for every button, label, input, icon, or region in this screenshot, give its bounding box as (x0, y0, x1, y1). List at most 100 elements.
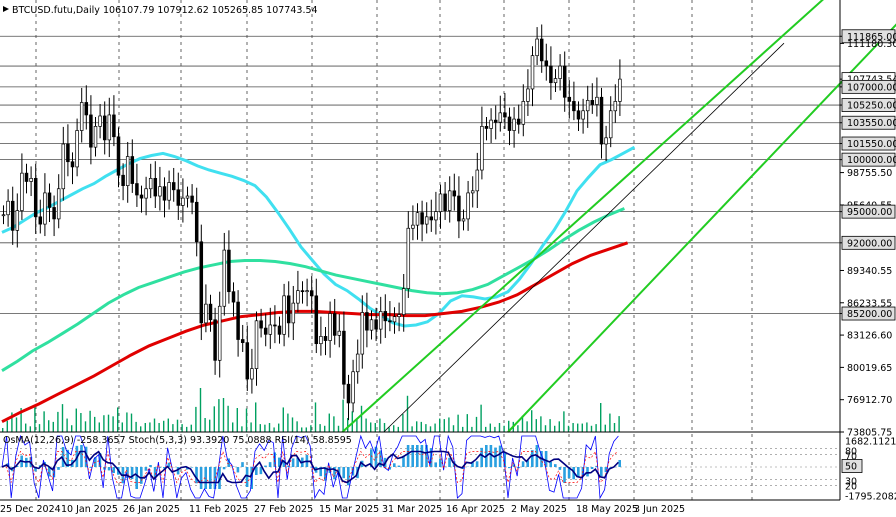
volume-bar (420, 421, 422, 432)
candle-body (227, 249, 231, 293)
candle-body (438, 193, 443, 212)
volume-bar (282, 407, 284, 432)
volume-bar (549, 419, 551, 432)
volume-bar (531, 410, 533, 432)
candle-body (401, 288, 406, 315)
candle-body (213, 319, 217, 361)
channel-lines[interactable] (341, 0, 896, 433)
volume-bar (43, 411, 45, 432)
volume-bar (425, 424, 427, 432)
candle-body (397, 314, 401, 317)
osma-bar (379, 450, 382, 467)
candle-body (392, 316, 397, 323)
osma-bar (167, 462, 171, 467)
volume-bar (94, 416, 96, 432)
osma-bar (342, 467, 345, 479)
date-tick-label: 25 Dec 2024 (0, 504, 61, 515)
osma-bar (508, 467, 511, 469)
volume-bar (98, 422, 100, 432)
volume-bar (613, 423, 616, 432)
volume-bar (600, 403, 602, 432)
osma-bar (245, 467, 249, 487)
candle-body (102, 115, 107, 141)
candle-body (20, 172, 24, 211)
osma-bar (521, 461, 525, 467)
volume-bar (268, 423, 271, 432)
volume-bar (494, 426, 496, 432)
volume-bar (319, 424, 321, 432)
osma-bar (199, 467, 203, 489)
volume-bar (296, 421, 298, 432)
candle-body (135, 183, 139, 196)
candle-body (282, 295, 286, 335)
volume-bar (218, 399, 220, 432)
candle-body (250, 368, 254, 380)
osma-bar (190, 467, 194, 468)
volume-bar (2, 428, 4, 432)
osma-bar (153, 467, 157, 478)
candle-body (268, 324, 273, 335)
candle-body (107, 114, 112, 141)
osma-bar (618, 460, 621, 467)
oscillator-tick-label: -1795.2082 (845, 492, 896, 503)
volume-bar (264, 424, 266, 432)
stochastic-signal-line (2, 450, 619, 484)
volume-bar (117, 407, 119, 432)
osma-bar (416, 445, 419, 467)
candle-body (144, 188, 148, 199)
candle-body (162, 186, 167, 201)
candle-body (480, 126, 484, 171)
candle-body (61, 143, 66, 190)
osma-bar (489, 445, 493, 467)
volume-bar (457, 414, 459, 432)
volume-bar (498, 423, 501, 432)
osma-bar (503, 452, 506, 467)
price-level-label: 85200.00 (847, 309, 892, 320)
volume-bar (558, 421, 560, 432)
channel-line (507, 23, 896, 433)
volume-bar (577, 423, 579, 432)
price-tick-label: 76912.70 (847, 395, 892, 406)
osma-bar (149, 465, 152, 467)
candle-body (181, 197, 185, 206)
candle-body (125, 156, 130, 186)
candle-body (466, 192, 470, 220)
volume-bar (572, 423, 574, 432)
candle-body (581, 110, 585, 120)
candles (1, 24, 622, 421)
osma-bar (130, 467, 134, 479)
candle-body (305, 290, 309, 293)
osma-bar (268, 462, 272, 467)
indicator-label: OsMA(12,26,9) -258.3657 Stoch(5,3,3) 93.… (3, 435, 352, 446)
candle-body (346, 383, 351, 404)
candle-body (328, 313, 332, 341)
candle-body (549, 65, 553, 84)
candle-body (121, 174, 125, 186)
candle-body (286, 295, 291, 324)
candle-body (406, 227, 411, 289)
volume-bar (544, 425, 547, 432)
osma-bar (282, 460, 286, 467)
volume-bar (466, 414, 468, 432)
osma-bar (549, 461, 552, 467)
osma-bar (402, 455, 405, 467)
moving-average-short (1, 145, 636, 328)
candle-body (411, 224, 415, 229)
volume-bar (452, 425, 455, 432)
volume-bar (388, 427, 390, 432)
volume-bar (80, 413, 82, 432)
price-level-box (841, 204, 896, 219)
volume-bar (406, 395, 409, 432)
volume-bar (140, 426, 142, 432)
volume-bar (130, 413, 133, 432)
candle-body (185, 195, 190, 199)
osma-bar (471, 461, 474, 467)
candle-body (535, 38, 539, 57)
osma-bar (222, 467, 226, 470)
candle-body (236, 301, 240, 340)
candle-body (503, 112, 507, 118)
price-level-box (841, 152, 896, 167)
volume-bar (153, 418, 156, 432)
candle-body (576, 110, 581, 120)
